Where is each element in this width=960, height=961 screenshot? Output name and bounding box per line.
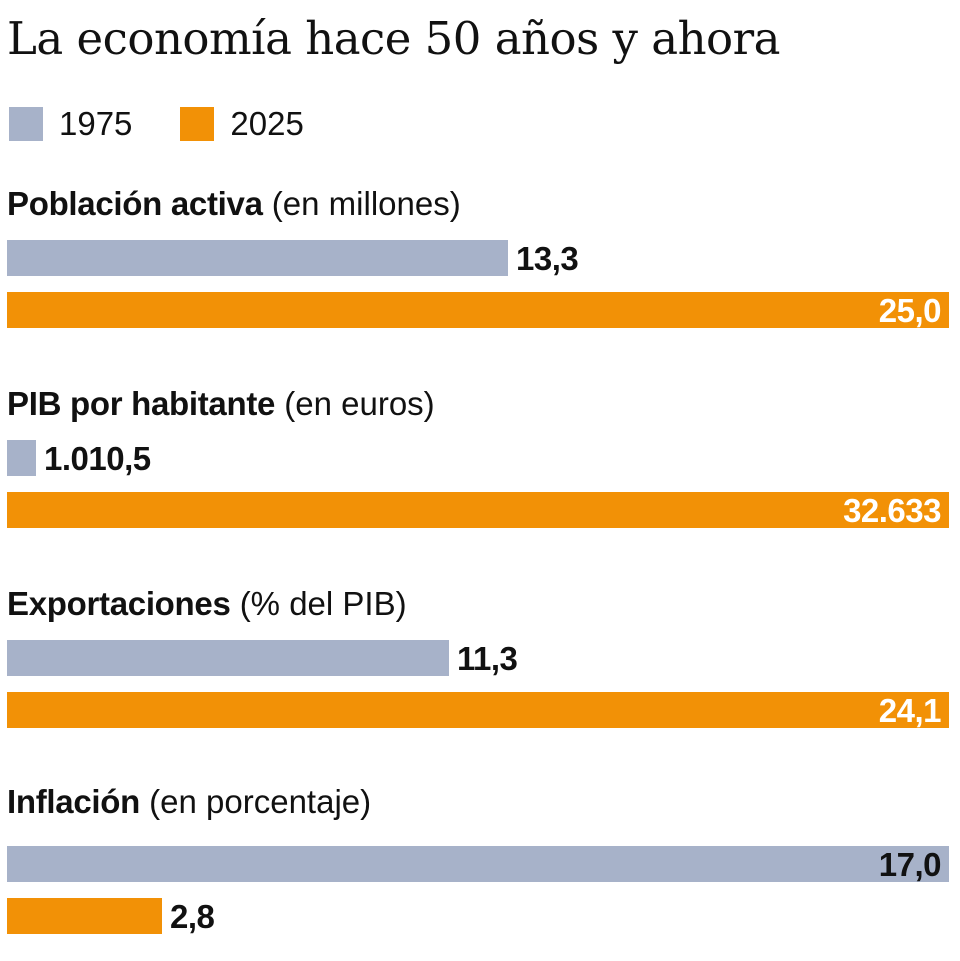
bar-2025: [7, 492, 949, 528]
group-exportaciones: Exportaciones (% del PIB) 11,3 24,1: [7, 580, 960, 729]
legend-item-2025: 2025: [180, 105, 304, 143]
legend-swatch-2025: [180, 107, 215, 141]
group-title: Inflación (en porcentaje): [7, 778, 960, 826]
value-label-2025: 24,1: [878, 692, 942, 729]
value-label-2025: 32.633: [843, 492, 941, 529]
group-title: Población activa (en millones): [7, 180, 960, 228]
bar-1975: [7, 240, 508, 276]
legend-swatch-1975: [9, 107, 43, 141]
bar-row-1975: 17,0: [7, 846, 960, 883]
value-label-1975: 17,0: [878, 846, 942, 883]
legend-label-2025: 2025: [230, 105, 304, 142]
group-unit: (en euros): [284, 385, 435, 422]
value-label-2025: 2,8: [170, 898, 215, 935]
bar-2025: [7, 692, 949, 728]
chart-title: La economía hace 50 años y ahora: [7, 12, 781, 65]
group-poblacion-activa: Población activa (en millones) 13,3 25,0: [7, 180, 960, 329]
group-inflacion: Inflación (en porcentaje) 17,0 2,8: [7, 778, 960, 935]
group-name: Población activa: [7, 185, 263, 222]
group-name: Inflación: [7, 783, 140, 820]
group-name: Exportaciones: [7, 585, 231, 622]
group-name: PIB por habitante: [7, 385, 276, 422]
group-unit: (en porcentaje): [149, 783, 372, 820]
value-label-1975: 13,3: [516, 240, 579, 277]
bar-2025: [7, 898, 162, 934]
bar-row-2025: 24,1: [7, 692, 960, 729]
bar-1975: [7, 846, 949, 882]
bar-row-2025: 2,8: [7, 898, 960, 935]
bar-1975: [7, 440, 36, 476]
group-unit: (% del PIB): [239, 585, 407, 622]
bar-1975: [7, 640, 449, 676]
bar-row-2025: 32.633: [7, 492, 960, 529]
bar-row-1975: 1.010,5: [7, 440, 960, 477]
legend: 1975 2025: [9, 105, 352, 143]
group-unit: (en millones): [271, 185, 461, 222]
value-label-1975: 11,3: [457, 640, 518, 677]
bar-row-1975: 13,3: [7, 240, 960, 277]
value-label-2025: 25,0: [878, 292, 942, 329]
group-title: Exportaciones (% del PIB): [7, 580, 960, 628]
group-title: PIB por habitante (en euros): [7, 380, 960, 428]
bar-row-1975: 11,3: [7, 640, 960, 677]
bar-row-2025: 25,0: [7, 292, 960, 329]
group-pib-por-habitante: PIB por habitante (en euros) 1.010,5 32.…: [7, 380, 960, 529]
legend-item-1975: 1975: [9, 105, 132, 143]
value-label-1975: 1.010,5: [44, 440, 151, 477]
bar-2025: [7, 292, 949, 328]
legend-label-1975: 1975: [59, 105, 133, 142]
